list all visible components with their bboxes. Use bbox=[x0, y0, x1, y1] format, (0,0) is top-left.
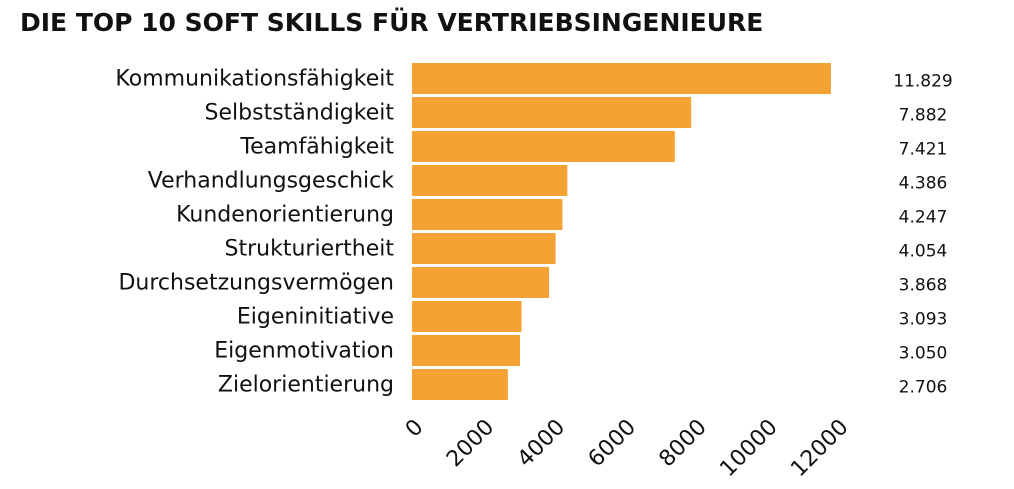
category-labels: Kommunikationsfähigkeit Selbstständigkeit… bbox=[115, 67, 394, 398]
value-label: 4.386 bbox=[899, 174, 948, 194]
value-label: 3.050 bbox=[899, 344, 948, 364]
category-label: Selbstständigkeit bbox=[205, 101, 395, 126]
value-label: 3.093 bbox=[899, 310, 948, 330]
x-tick-label: 0 bbox=[401, 415, 429, 443]
value-label: 4.247 bbox=[899, 208, 948, 228]
value-label: 7.882 bbox=[899, 106, 948, 126]
bar bbox=[412, 131, 675, 162]
x-tick-label: 4000 bbox=[513, 415, 570, 472]
bar bbox=[412, 165, 568, 196]
category-label: Strukturiertheit bbox=[225, 237, 395, 262]
value-label: 3.868 bbox=[899, 276, 948, 296]
category-label: Durchsetzungsvermögen bbox=[118, 271, 394, 296]
x-axis-ticks: 0 2000 4000 6000 8000 10000 12000 bbox=[401, 415, 854, 482]
bar bbox=[412, 63, 831, 94]
category-label: Eigenmotivation bbox=[214, 339, 394, 364]
category-label: Eigeninitiative bbox=[237, 305, 394, 330]
category-label: Zielorientierung bbox=[218, 373, 394, 398]
value-label: 2.706 bbox=[899, 378, 948, 398]
x-tick-label: 12000 bbox=[786, 415, 853, 482]
value-labels: 11.829 7.882 7.421 4.386 4.247 4.054 3.868 3.09… bbox=[893, 72, 952, 398]
value-label: 7.421 bbox=[899, 140, 948, 160]
bar bbox=[412, 301, 522, 332]
chart-title: DIE TOP 10 SOFT SKILLS FÜR VERTRIEBSINGE… bbox=[20, 8, 764, 37]
bar bbox=[412, 199, 563, 230]
bar bbox=[412, 97, 692, 128]
value-label: 4.054 bbox=[899, 242, 948, 262]
bars-group bbox=[412, 63, 831, 400]
x-tick-label: 10000 bbox=[715, 415, 782, 482]
x-tick-label: 8000 bbox=[655, 415, 712, 472]
x-tick-label: 2000 bbox=[442, 415, 499, 472]
value-label: 11.829 bbox=[893, 72, 952, 92]
bar bbox=[412, 369, 508, 400]
category-label: Kommunikationsfähigkeit bbox=[115, 67, 394, 92]
category-label: Teamfähigkeit bbox=[239, 135, 394, 160]
bar bbox=[412, 267, 549, 298]
bar bbox=[412, 233, 556, 264]
category-label: Verhandlungsgeschick bbox=[148, 169, 395, 194]
category-label: Kundenorientierung bbox=[176, 203, 394, 228]
x-tick-label: 6000 bbox=[584, 415, 641, 472]
bar bbox=[412, 335, 521, 366]
